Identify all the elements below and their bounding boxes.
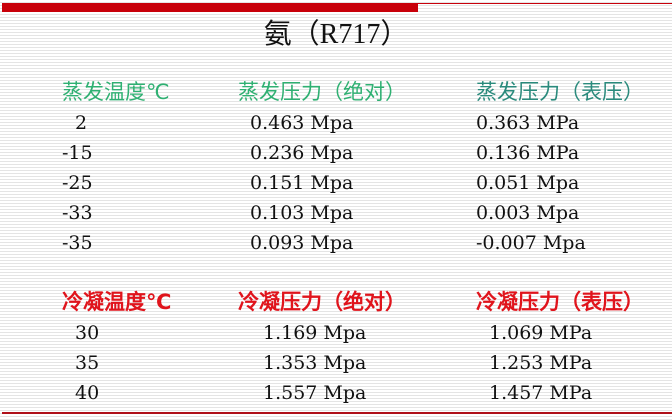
cell: 0.136 MPa: [476, 142, 580, 164]
header-evap-temp: 蒸发温度℃: [62, 80, 170, 104]
cell: 0.363 MPa: [476, 112, 580, 134]
cell: 1.253 MPa: [489, 352, 593, 374]
header-cond-abs: 冷凝压力（绝对）: [238, 290, 406, 314]
cell: 0.093 Mpa: [250, 232, 354, 254]
page-title: 氨（R717）: [263, 19, 409, 50]
cell: 1.169 Mpa: [263, 322, 367, 344]
header-evap-abs: 蒸发压力（绝对）: [238, 80, 406, 104]
cell: 0.236 Mpa: [250, 142, 354, 164]
cell: 35: [75, 352, 100, 374]
header-evap-gauge: 蒸发压力（表压）: [476, 80, 644, 104]
cell: 1.557 Mpa: [263, 382, 367, 404]
cell: 0.463 Mpa: [250, 112, 354, 134]
header-cond-temp: 冷凝温度℃: [62, 290, 172, 314]
cell: -35: [62, 232, 93, 254]
cell: 30: [75, 322, 100, 344]
cell: 0.003 Mpa: [476, 202, 580, 224]
cell: 0.051 Mpa: [476, 172, 580, 194]
accent-line: [418, 3, 672, 4]
cell: -25: [62, 172, 93, 194]
cell: 2: [75, 112, 88, 134]
cell: -15: [62, 142, 93, 164]
cell: 0.103 Mpa: [250, 202, 354, 224]
bottom-divider: [2, 412, 672, 414]
accent-bar: [2, 3, 418, 12]
cell: 1.457 MPa: [489, 382, 593, 404]
cell: 0.151 Mpa: [250, 172, 354, 194]
cell: 1.353 Mpa: [263, 352, 367, 374]
cell: 40: [75, 382, 100, 404]
cell: -0.007 Mpa: [476, 232, 586, 254]
header-cond-gauge: 冷凝压力（表压）: [476, 290, 644, 314]
cell: 1.069 MPa: [489, 322, 593, 344]
cell: -33: [62, 202, 93, 224]
